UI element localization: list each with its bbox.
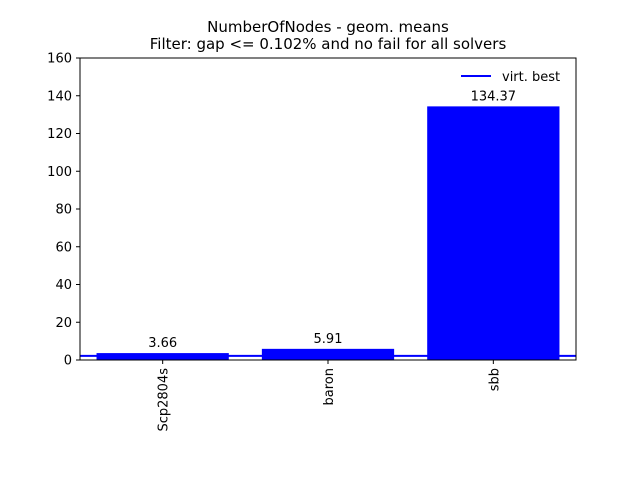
y-tick-label: 0 [64, 354, 72, 369]
y-axis: 0 20 40 60 80 100 120 140 160 [47, 52, 80, 369]
y-tick-label: 100 [47, 165, 72, 180]
y-tick-label: 60 [55, 240, 72, 255]
y-tick-label: 140 [47, 89, 72, 104]
bar-value-label: 134.37 [471, 89, 517, 104]
x-tick-label-scp2804s: Scp2804s [157, 368, 172, 432]
legend-label-virt-best: virt. best [502, 70, 560, 85]
bar-value-label: 5.91 [314, 332, 343, 347]
y-tick-label: 20 [55, 316, 72, 331]
bar-value-label: 3.66 [148, 336, 177, 351]
bars-group: 3.66 5.91 134.37 [96, 89, 560, 361]
x-axis: Scp2804s baron sbb [157, 360, 502, 432]
y-tick-label: 80 [55, 203, 72, 218]
y-tick-label: 40 [55, 278, 72, 293]
bar-sbb [427, 106, 560, 361]
chart-subtitle: Filter: gap <= 0.102% and no fail for al… [150, 35, 507, 53]
plot-frame [79, 57, 577, 361]
x-tick-label-baron: baron [322, 368, 337, 405]
bar-baron [261, 348, 395, 360]
chart-title: NumberOfNodes - geom. means [207, 18, 449, 36]
y-tick-label: 160 [47, 52, 72, 67]
y-tick-label: 120 [47, 127, 72, 142]
x-tick-label-sbb: sbb [487, 368, 502, 391]
legend: virt. best [461, 70, 560, 85]
